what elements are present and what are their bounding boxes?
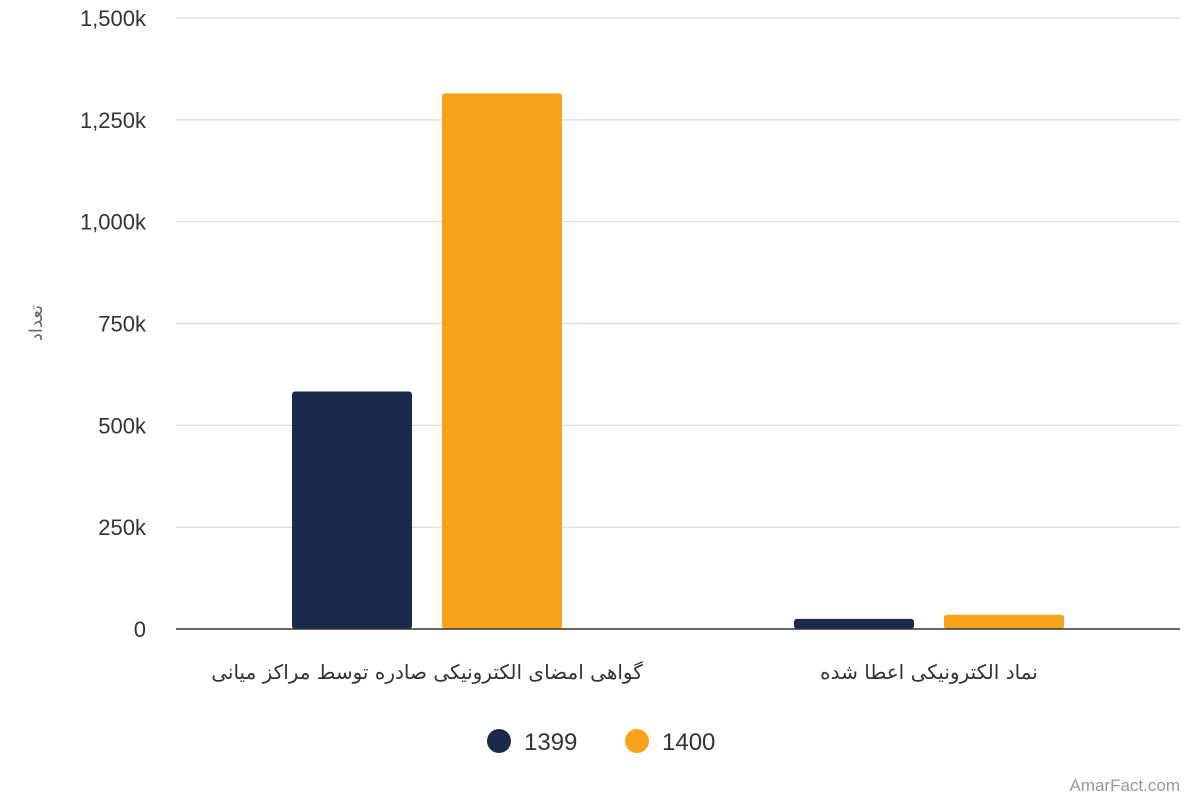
y-tick-label: 750k <box>98 312 147 337</box>
y-axis-ticks: 0 250k 500k 750k 1,000k 1,250k 1,500k <box>80 6 147 642</box>
y-tick-label: 250k <box>98 515 147 540</box>
legend: 1399 1400 <box>487 729 715 756</box>
y-axis-title: تعداد <box>26 305 47 341</box>
bar-1400-1 <box>944 614 1064 629</box>
legend-label-1400: 1400 <box>662 729 715 756</box>
bar-1400-0 <box>442 93 562 629</box>
y-tick-label: 500k <box>98 413 147 438</box>
x-category-label: گواهی امضای الکترونیکی صادره توسط مراکز … <box>211 660 643 684</box>
source-credit: AmarFact.com <box>1069 776 1180 795</box>
legend-marker-1399 <box>487 729 511 753</box>
y-tick-label: 1,250k <box>80 108 147 133</box>
bar-1399-1 <box>794 618 914 629</box>
x-category-label: نماد الکترونیکی اعطا شده <box>820 660 1038 684</box>
legend-marker-1400 <box>625 729 649 753</box>
bar-1399-0 <box>292 391 412 629</box>
y-tick-label: 1,500k <box>80 6 147 31</box>
x-axis-labels: گواهی امضای الکترونیکی صادره توسط مراکز … <box>211 660 1038 684</box>
bars <box>292 93 1064 629</box>
y-tick-label: 1,000k <box>80 210 147 235</box>
legend-label-1399: 1399 <box>524 729 577 756</box>
y-tick-label: 0 <box>134 617 146 642</box>
